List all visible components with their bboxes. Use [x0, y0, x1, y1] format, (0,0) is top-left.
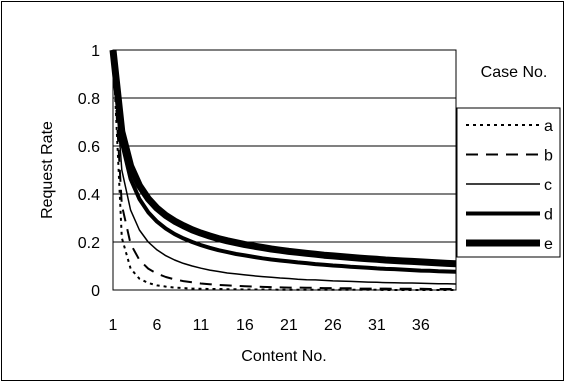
x-tick-label: 21: [280, 317, 298, 334]
y-tick-label: 0.8: [78, 91, 100, 108]
series-group: [109, 49, 457, 291]
legend-label-e: e: [544, 236, 553, 253]
y-tick-label: 0.6: [78, 139, 100, 156]
x-tick-label: 11: [193, 317, 210, 334]
series-line-c: [112, 49, 457, 285]
x-tick-label: 31: [368, 317, 386, 334]
x-tick-label: 36: [412, 317, 430, 334]
x-axis-title: Content No.: [241, 348, 326, 365]
tick-labels: 00.20.40.60.811 6 11 16 21 26 31 36: [78, 43, 430, 334]
series-line-e: [109, 49, 457, 268]
legend-label-a: a: [544, 118, 553, 135]
y-tick-label: 0: [91, 283, 100, 300]
legend-box: [456, 107, 561, 258]
y-tick-label: 1: [91, 43, 100, 60]
x-tick-label: 16: [236, 317, 254, 334]
y-axis-title: Request Rate: [39, 121, 56, 219]
x-tick-label: 6: [153, 317, 162, 334]
legend-label-c: c: [544, 177, 552, 194]
x-tick-label: 26: [324, 317, 342, 334]
series-line-d: [111, 49, 457, 274]
x-tick-label: 1: [109, 317, 118, 334]
y-tick-label: 0.4: [78, 187, 100, 204]
series-line-b: [112, 49, 456, 290]
series-line-a: [112, 49, 456, 291]
legend-label-d: d: [544, 207, 553, 224]
y-tick-label: 0.2: [78, 235, 100, 252]
legend-label-b: b: [544, 148, 553, 165]
gridlines: [113, 97, 456, 243]
legend-title: Case No.: [481, 64, 548, 81]
